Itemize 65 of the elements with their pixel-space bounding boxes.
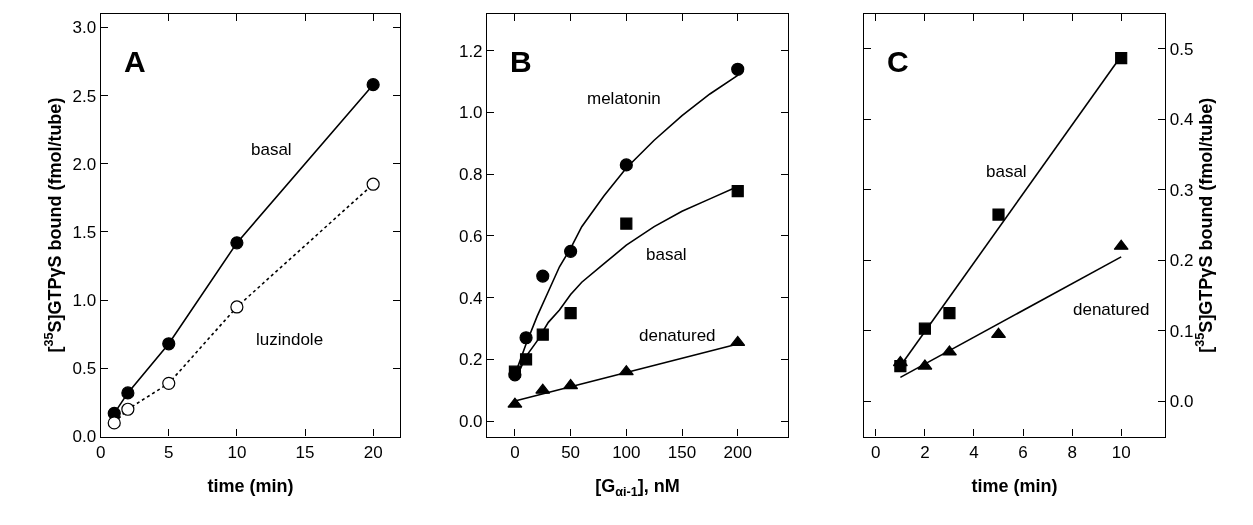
y-tick-label: 1.0 bbox=[72, 291, 97, 311]
y-tick-label: 0.6 bbox=[458, 226, 483, 246]
y-tick-label: 1.0 bbox=[458, 103, 483, 123]
annotation: basal bbox=[986, 162, 1027, 181]
y-tick-label: 1.5 bbox=[72, 222, 97, 242]
point bbox=[230, 236, 244, 250]
x-axis-title: time (min) bbox=[971, 476, 1058, 497]
y-tick-label: 1.2 bbox=[458, 41, 483, 61]
point bbox=[992, 208, 1005, 221]
annotation: B bbox=[510, 45, 532, 78]
point bbox=[731, 62, 745, 76]
y2-tick-label: 0.1 bbox=[1169, 321, 1194, 341]
annotation: denatured bbox=[1073, 300, 1150, 319]
x-tick-label: 0 bbox=[871, 443, 881, 463]
annotation: basal bbox=[646, 245, 687, 264]
annotation: C bbox=[887, 45, 909, 78]
annotation: melatonin bbox=[587, 89, 661, 108]
point bbox=[121, 386, 135, 400]
x-tick-label: 15 bbox=[295, 443, 315, 463]
point bbox=[536, 269, 550, 283]
x-tick-label: 4 bbox=[969, 443, 979, 463]
annotation: denatured bbox=[639, 326, 716, 345]
y-tick-label: 0.8 bbox=[458, 165, 483, 185]
x-axis-title: time (min) bbox=[207, 476, 294, 497]
point bbox=[162, 376, 176, 390]
x-tick-label: 5 bbox=[164, 443, 174, 463]
x-tick-label: 10 bbox=[1111, 443, 1131, 463]
x-tick-label: 100 bbox=[612, 443, 641, 463]
annotation: A bbox=[124, 45, 146, 78]
annotation: luzindole bbox=[256, 330, 324, 349]
x-tick-label: 2 bbox=[920, 443, 930, 463]
x-tick-label: 10 bbox=[227, 443, 247, 463]
x-tick-label: 20 bbox=[363, 443, 383, 463]
x-tick-label: 0 bbox=[510, 443, 520, 463]
point bbox=[230, 300, 244, 314]
x-tick-label: 150 bbox=[667, 443, 697, 463]
y-tick-label: 0.5 bbox=[72, 359, 97, 379]
x-tick-label: 200 bbox=[723, 443, 752, 463]
y2-tick-label: 0.4 bbox=[1169, 110, 1194, 130]
point bbox=[366, 177, 380, 191]
point bbox=[162, 337, 176, 351]
y-tick-label: 0.4 bbox=[458, 288, 483, 308]
y-tick-label: 0.2 bbox=[458, 350, 483, 370]
x-tick-label: 6 bbox=[1018, 443, 1028, 463]
y-tick-label: 0.0 bbox=[458, 412, 483, 432]
y-tick-label: 2.5 bbox=[72, 86, 97, 106]
y-tick-label: 3.0 bbox=[72, 18, 97, 38]
y2-tick-label: 0.5 bbox=[1169, 39, 1194, 59]
point bbox=[943, 307, 956, 320]
x-axis-title: [G$_{αi-1}$], nM bbox=[595, 476, 680, 499]
point bbox=[564, 306, 577, 320]
y2-tick-label: 0.3 bbox=[1169, 180, 1194, 200]
x-tick-label: 8 bbox=[1067, 443, 1077, 463]
point bbox=[121, 402, 135, 416]
point bbox=[366, 78, 380, 92]
point bbox=[107, 416, 121, 430]
annotation: basal bbox=[251, 140, 292, 159]
point bbox=[620, 217, 633, 230]
y-tick-label: 2.0 bbox=[72, 154, 97, 174]
y2-tick-label: 0.0 bbox=[1169, 392, 1194, 412]
y2-tick-label: 0.2 bbox=[1169, 251, 1194, 271]
x-tick-label: 50 bbox=[561, 443, 581, 463]
point bbox=[731, 185, 744, 198]
y-tick-label: 0.0 bbox=[72, 427, 97, 447]
x-tick-label: 0 bbox=[95, 443, 106, 463]
